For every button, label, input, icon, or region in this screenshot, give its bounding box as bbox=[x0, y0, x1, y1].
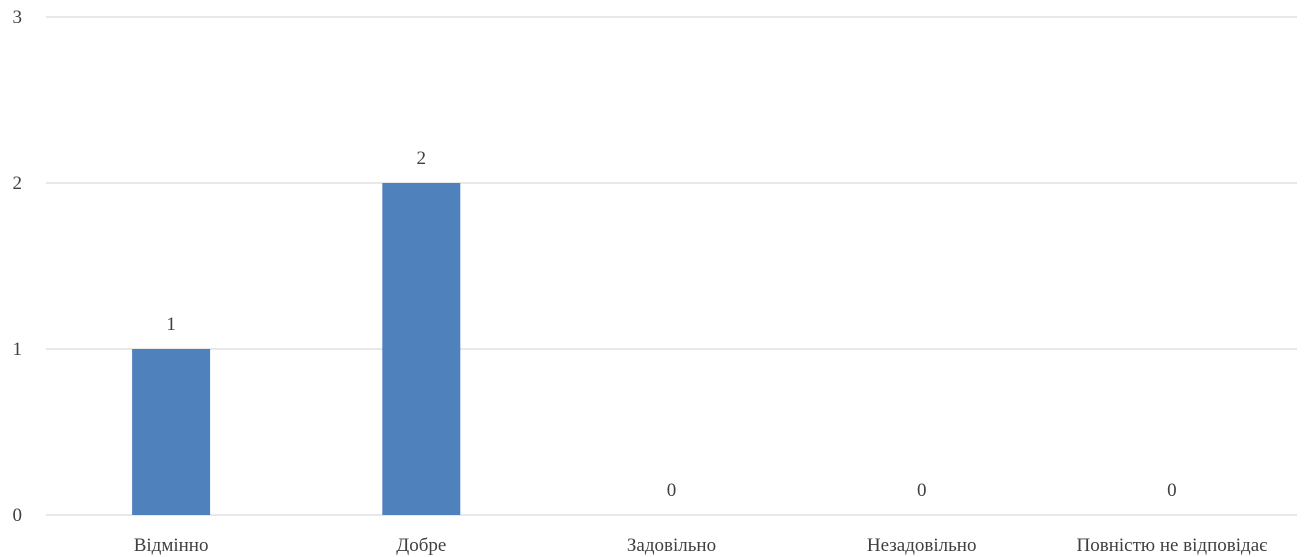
bar bbox=[132, 349, 211, 515]
data-label: 1 bbox=[166, 314, 176, 335]
y-axis-tick-labels: 0 1 2 3 bbox=[13, 7, 23, 526]
data-labels: 1 2 0 0 0 bbox=[166, 148, 1176, 501]
y-tick-label: 3 bbox=[13, 7, 23, 28]
data-label: 0 bbox=[667, 480, 677, 501]
gridlines bbox=[46, 16, 1297, 516]
x-category-label: Задовільно bbox=[627, 535, 716, 556]
bar bbox=[382, 183, 461, 515]
x-category-label: Відмінно bbox=[134, 535, 209, 556]
x-axis-category-labels: Відмінно Добре Задовільно Незадовільно Повні… bbox=[134, 535, 1268, 556]
y-tick-label: 0 bbox=[13, 505, 23, 526]
data-label: 0 bbox=[1167, 480, 1177, 501]
x-category-label: Повністю не відповідає bbox=[1077, 535, 1268, 556]
data-label: 2 bbox=[417, 148, 427, 169]
y-tick-label: 1 bbox=[13, 339, 23, 360]
data-label: 0 bbox=[917, 480, 927, 501]
x-category-label: Добре bbox=[396, 535, 446, 556]
x-category-label: Незадовільно bbox=[867, 535, 977, 556]
y-tick-label: 2 bbox=[13, 173, 23, 194]
bars bbox=[132, 183, 461, 515]
